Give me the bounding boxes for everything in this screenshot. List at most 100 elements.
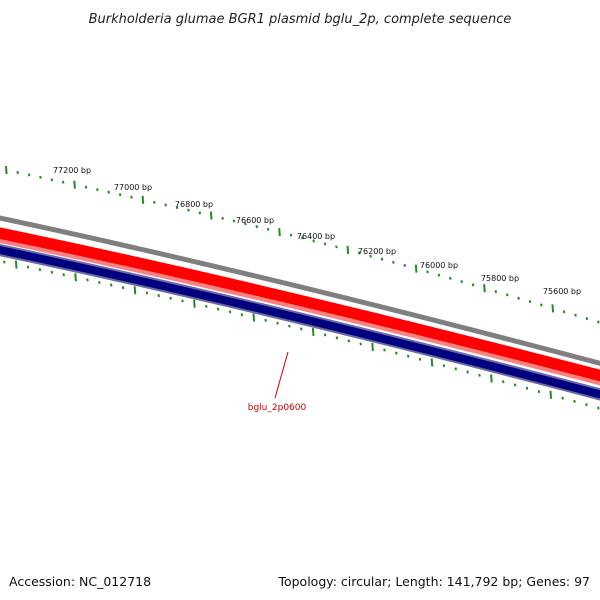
outer-major-tick <box>551 304 555 313</box>
inner-minor-tick <box>395 351 398 355</box>
outer-minor-tick <box>494 290 498 294</box>
outer-major-tick <box>278 228 281 237</box>
inner-minor-tick <box>121 286 125 290</box>
inner-minor-tick <box>98 280 101 284</box>
inner-major-tick <box>252 313 256 322</box>
inner-major-tick <box>133 286 137 295</box>
outer-minor-tick <box>540 303 543 307</box>
outer-minor-tick <box>380 257 384 261</box>
outer-major-tick <box>5 165 8 175</box>
inner-minor-tick <box>169 296 172 300</box>
outer-minor-tick <box>574 313 577 317</box>
inner-minor-tick <box>323 333 327 337</box>
inner-minor-tick <box>62 273 65 277</box>
ruler-label: 77000 bp <box>114 183 152 192</box>
ruler-label: 76400 bp <box>297 232 335 241</box>
outer-minor-tick <box>449 276 452 280</box>
outer-minor-tick <box>471 283 475 287</box>
outer-minor-tick <box>187 208 190 212</box>
map-title: Burkholderia glumae BGR1 plasmid bglu_2p… <box>89 12 512 27</box>
outer-minor-tick <box>164 203 167 207</box>
inner-major-tick <box>311 327 315 337</box>
outer-minor-tick <box>107 190 111 194</box>
ruler-label: 76600 bp <box>236 216 274 225</box>
inner-minor-tick <box>157 294 161 298</box>
outer-minor-tick <box>312 239 315 243</box>
inner-minor-tick <box>573 399 576 403</box>
inner-minor-tick <box>276 321 279 325</box>
inner-minor-tick <box>300 327 303 331</box>
inner-minor-tick <box>478 373 481 377</box>
inner-minor-tick <box>216 307 220 311</box>
inner-minor-tick <box>204 304 208 308</box>
outer-minor-tick <box>369 254 372 258</box>
inner-major-tick <box>193 299 196 308</box>
outer-minor-tick <box>61 180 65 184</box>
sequence-tracks <box>0 215 600 401</box>
inner-minor-tick <box>264 318 267 322</box>
outer-ruler-ticks <box>5 165 600 324</box>
inner-minor-tick <box>109 283 113 287</box>
inner-minor-tick <box>26 265 30 269</box>
inner-minor-tick <box>537 390 541 394</box>
inner-minor-tick <box>3 260 6 264</box>
inner-minor-tick <box>145 291 149 295</box>
inner-minor-tick <box>240 313 244 317</box>
ruler-label: 76200 bp <box>358 247 396 256</box>
outer-minor-tick <box>437 273 441 277</box>
outer-minor-tick <box>221 216 224 220</box>
outer-major-tick <box>346 245 350 254</box>
ruler-label: 76000 bp <box>420 261 458 270</box>
outer-minor-tick <box>96 188 99 192</box>
forward-cds-band <box>0 227 600 384</box>
inner-major-tick <box>549 390 553 399</box>
outer-minor-tick <box>16 170 19 174</box>
inner-minor-tick <box>335 336 339 340</box>
outer-minor-tick <box>255 225 259 229</box>
outer-minor-tick <box>153 200 156 204</box>
gene-label-pointer <box>274 351 289 399</box>
outer-minor-tick <box>118 193 122 197</box>
inner-ruler-ticks <box>3 260 600 410</box>
outer-minor-tick <box>198 211 202 215</box>
gene-label[interactable]: bglu_2p0600 <box>248 403 307 413</box>
forward-cds-highlight <box>0 239 600 386</box>
inner-major-tick <box>490 374 493 383</box>
outer-minor-tick <box>50 178 54 182</box>
outer-minor-tick <box>244 222 247 226</box>
outer-minor-tick <box>426 270 429 274</box>
outer-major-tick <box>141 195 145 204</box>
inner-minor-tick <box>50 270 54 274</box>
inner-minor-tick <box>466 370 469 374</box>
accession-label: Accession: NC_012718 <box>9 574 151 589</box>
inner-major-tick <box>74 273 77 282</box>
outer-minor-tick <box>392 260 395 264</box>
outer-minor-tick <box>403 263 407 267</box>
outer-minor-tick <box>357 251 361 255</box>
outer-minor-tick <box>27 173 31 177</box>
outer-major-tick <box>414 264 418 273</box>
ruler-label: 75800 bp <box>481 274 519 283</box>
outer-minor-tick <box>130 195 133 199</box>
inner-minor-tick <box>181 299 184 303</box>
ruler-label: 75600 bp <box>543 287 581 296</box>
outer-major-tick <box>73 180 76 189</box>
outer-minor-tick <box>585 317 589 321</box>
inner-minor-tick <box>288 324 291 328</box>
inner-major-tick <box>14 260 18 269</box>
inner-minor-tick <box>597 406 600 410</box>
outer-minor-tick <box>505 293 509 297</box>
outer-minor-tick <box>460 280 463 284</box>
inner-minor-tick <box>442 364 446 368</box>
inner-minor-tick <box>86 278 89 282</box>
outer-minor-tick <box>597 320 600 324</box>
inner-major-tick <box>430 358 434 367</box>
outer-minor-tick <box>266 227 270 231</box>
inner-minor-tick <box>525 386 529 390</box>
outer-ring-band <box>0 215 600 366</box>
outer-minor-tick <box>517 296 520 300</box>
outer-minor-tick <box>335 245 338 249</box>
inner-minor-tick <box>38 268 42 272</box>
inner-minor-tick <box>454 367 458 371</box>
